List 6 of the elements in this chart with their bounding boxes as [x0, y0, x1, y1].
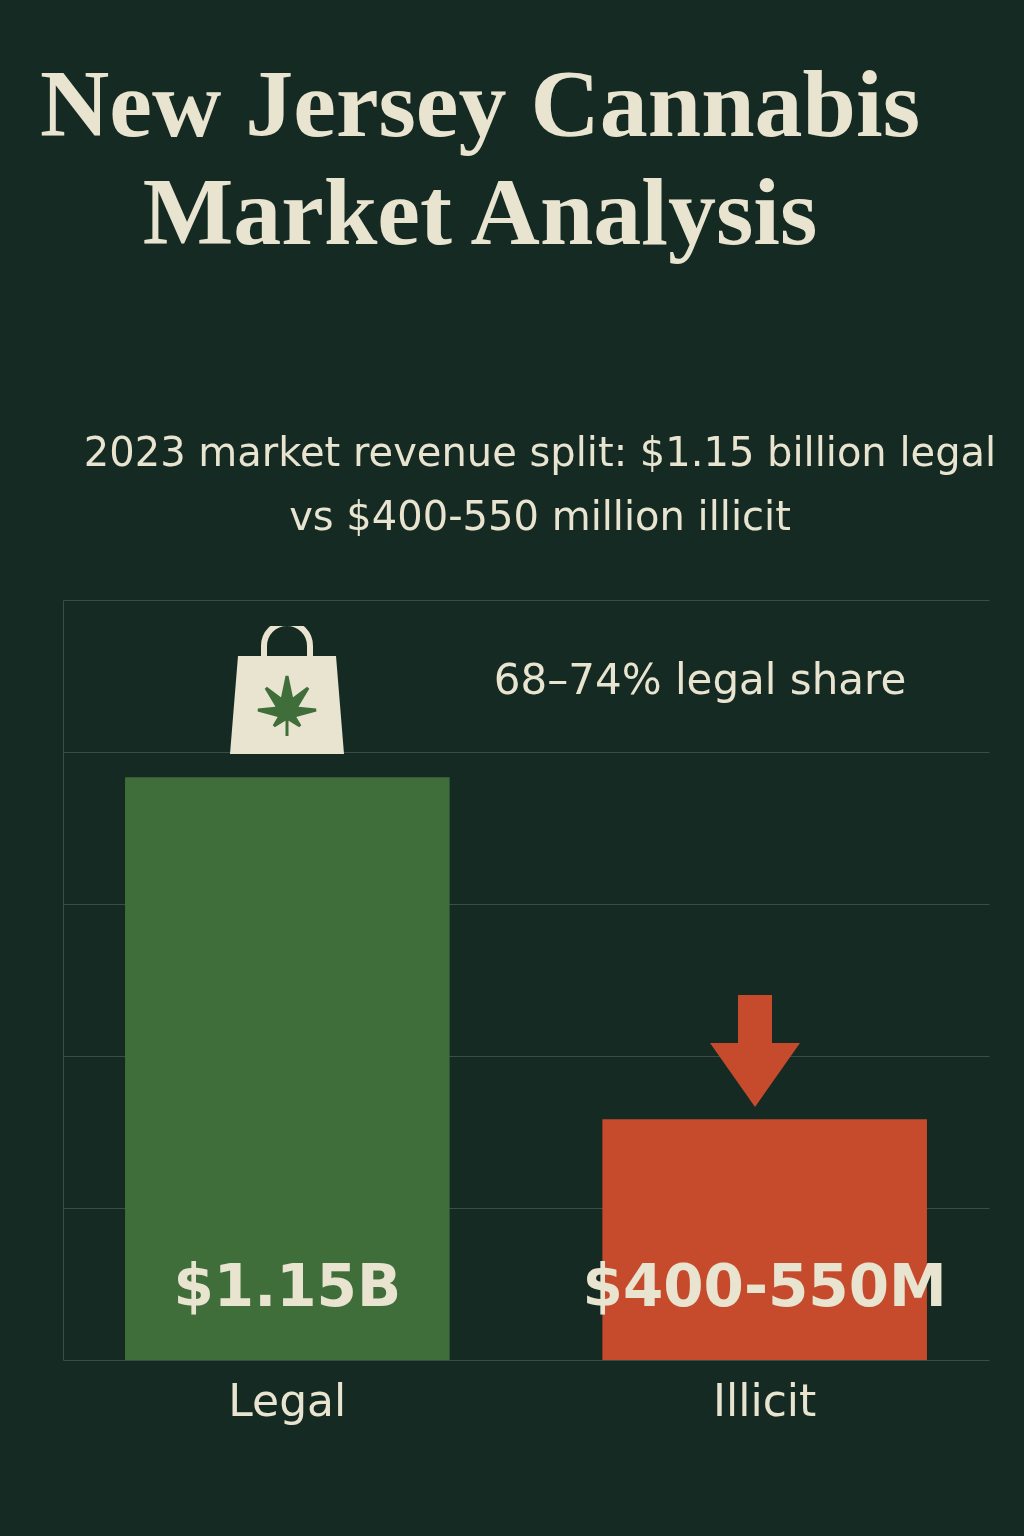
- chart-title: New Jersey Cannabis Market Analysis: [40, 50, 920, 266]
- chart-subtitle: 2023 market revenue split: $1.15 billion legal vs $400-550 million illicit: [82, 428, 998, 541]
- x-tick-label: Illicit: [713, 1374, 817, 1426]
- annotation: 68–74% legal share: [492, 655, 908, 704]
- data-label: $1.15B: [173, 1252, 402, 1320]
- x-tick-label: Legal: [228, 1374, 347, 1426]
